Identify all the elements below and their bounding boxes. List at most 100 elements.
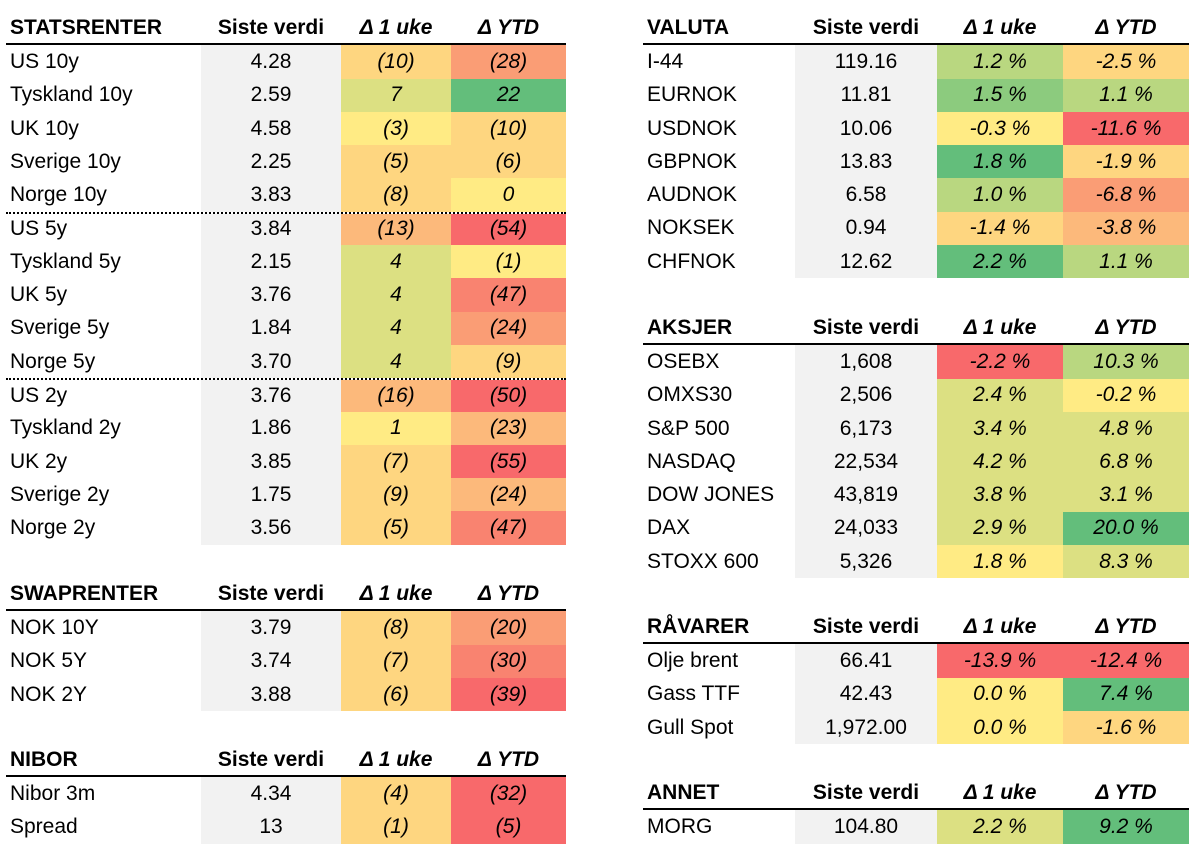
row-change-ytd: 10.3 % (1063, 345, 1189, 379)
row-value: 3.70 (201, 344, 341, 379)
table-header: ANNET Siste verdi Δ 1 uke Δ YTD (643, 777, 1189, 811)
table-row: NOK 10Y 3.79 (8) (20) (6, 611, 566, 645)
row-value: 1,972.00 (795, 710, 937, 745)
row-value: 13.83 (795, 145, 937, 179)
row-change-week: -13.9 % (937, 644, 1063, 678)
table-row: UK 10y 4.58 (3) (10) (6, 111, 566, 146)
table-row: Norge 2y 3.56 (5) (47) (6, 511, 566, 545)
row-value: 1,608 (795, 345, 937, 379)
row-change-week: (6) (341, 677, 451, 712)
row-label: UK 5y (10, 283, 68, 307)
row-change-ytd: (28) (451, 45, 566, 79)
row-change-week: -2.2 % (937, 345, 1063, 379)
table-row: Tyskland 5y 2.15 4 (1) (6, 245, 566, 279)
row-change-ytd: 3.1 % (1063, 478, 1189, 512)
row-change-ytd: -11.6 % (1063, 111, 1189, 146)
row-label: I-44 (647, 49, 684, 73)
row-value: 4.58 (201, 111, 341, 146)
row-label: OSEBX (647, 349, 720, 373)
column-header-value: Siste verdi (812, 15, 920, 39)
row-value: 3.76 (201, 380, 341, 412)
table-row: US 5y 3.84 (13) (54) (6, 211, 566, 246)
row-label: GBPNOK (647, 149, 737, 173)
table-row: S&P 500 6,173 3.4 % 4.8 % (643, 411, 1189, 446)
row-change-ytd: (10) (451, 111, 566, 146)
row-value: 3.88 (201, 677, 341, 712)
row-value: 3.76 (201, 278, 341, 312)
section-title: STATSRENTER (10, 15, 163, 39)
row-value: 4.34 (201, 777, 341, 811)
row-value: 6,173 (795, 411, 937, 446)
row-value: 66.41 (795, 644, 937, 678)
column-header-week: Δ 1 uke (359, 15, 433, 39)
row-change-ytd: (9) (451, 344, 566, 379)
column-header-value: Siste verdi (812, 315, 920, 339)
row-change-week: (8) (341, 178, 451, 212)
row-change-week: 2.4 % (937, 378, 1063, 412)
row-value: 2.25 (201, 145, 341, 179)
row-change-week: 1.2 % (937, 45, 1063, 79)
row-change-ytd: 8.3 % (1063, 545, 1189, 579)
row-value: 3.85 (201, 444, 341, 479)
row-value: 2.15 (201, 245, 341, 279)
row-value: 3.84 (201, 213, 341, 246)
table-row: Sverige 5y 1.84 4 (24) (6, 311, 566, 345)
row-change-week: -1.4 % (937, 211, 1063, 246)
row-label: Norge 2y (10, 516, 96, 540)
table-row: Nibor 3m 4.34 (4) (32) (6, 777, 566, 811)
row-value: 119.16 (795, 45, 937, 79)
aksjer-table: AKSJER Siste verdi Δ 1 uke Δ YTD OSEBX 1,608-… (643, 312, 1189, 579)
row-change-ytd: 7.4 % (1063, 677, 1189, 711)
row-change-week: 1.8 % (937, 545, 1063, 579)
table-row: NOKSEK 0.94 -1.4 % -3.8 % (643, 211, 1189, 246)
row-value: 42.43 (795, 677, 937, 711)
row-change-week: 4 (341, 344, 451, 379)
row-change-ytd: (23) (451, 411, 566, 445)
table-header: NIBOR Siste verdi Δ 1 uke Δ YTD (6, 744, 566, 778)
row-label: Sverige 5y (10, 316, 110, 340)
table-row: Tyskland 2y 1.86 1 (23) (6, 411, 566, 445)
table-header: STATSRENTER Siste verdi Δ 1 uke Δ YTD (6, 12, 566, 46)
row-label: STOXX 600 (647, 549, 759, 573)
row-value: 4.28 (201, 45, 341, 79)
column-header-ytd: Δ YTD (477, 581, 540, 605)
row-label: US 2y (10, 383, 68, 407)
row-change-week: 4 (341, 245, 451, 279)
column-header-week: Δ 1 uke (359, 747, 433, 771)
row-value: 24,033 (795, 511, 937, 546)
column-header-ytd: Δ YTD (1095, 315, 1157, 339)
table-row: I-44 119.16 1.2 % -2.5 % (643, 45, 1189, 79)
table-row: Sverige 2y 1.75 (9) (24) (6, 478, 566, 512)
table-row: STOXX 600 5,326 1.8 % 8.3 % (643, 545, 1189, 579)
row-label: USDNOK (647, 116, 737, 140)
row-change-week: (3) (341, 111, 451, 146)
row-value: 3.56 (201, 511, 341, 545)
row-change-week: 2.2 % (937, 810, 1063, 844)
row-change-week: 3.8 % (937, 478, 1063, 512)
row-change-week: (1) (341, 810, 451, 844)
row-label: Nibor 3m (10, 781, 96, 805)
row-label: AUDNOK (647, 183, 737, 207)
row-label: US 5y (10, 217, 68, 241)
column-header-value: Siste verdi (217, 15, 325, 39)
row-change-ytd: 22 (451, 78, 566, 112)
section-title: NIBOR (10, 747, 78, 771)
row-change-week: (5) (341, 145, 451, 179)
row-value: 22,534 (795, 445, 937, 479)
table-row: US 2y 3.76 (16) (50) (6, 378, 566, 412)
row-label: NOKSEK (647, 216, 735, 240)
row-change-ytd: (39) (451, 677, 566, 712)
row-change-ytd: -0.2 % (1063, 378, 1189, 412)
ravarer-table: RÅVARER Siste verdi Δ 1 uke Δ YTD Olje brent… (643, 611, 1189, 745)
table-row: NASDAQ 22,534 4.2 % 6.8 % (643, 445, 1189, 479)
column-header-week: Δ 1 uke (359, 581, 433, 605)
row-value: 2,506 (795, 378, 937, 412)
row-change-ytd: (32) (451, 777, 566, 811)
row-value: 11.81 (795, 78, 937, 112)
row-change-week: (16) (341, 380, 451, 412)
row-label: Sverige 2y (10, 482, 110, 506)
row-value: 13 (201, 810, 341, 844)
row-value: 1.75 (201, 478, 341, 512)
row-label: NASDAQ (647, 449, 736, 473)
table-row: Norge 5y 3.70 4 (9) (6, 344, 566, 379)
